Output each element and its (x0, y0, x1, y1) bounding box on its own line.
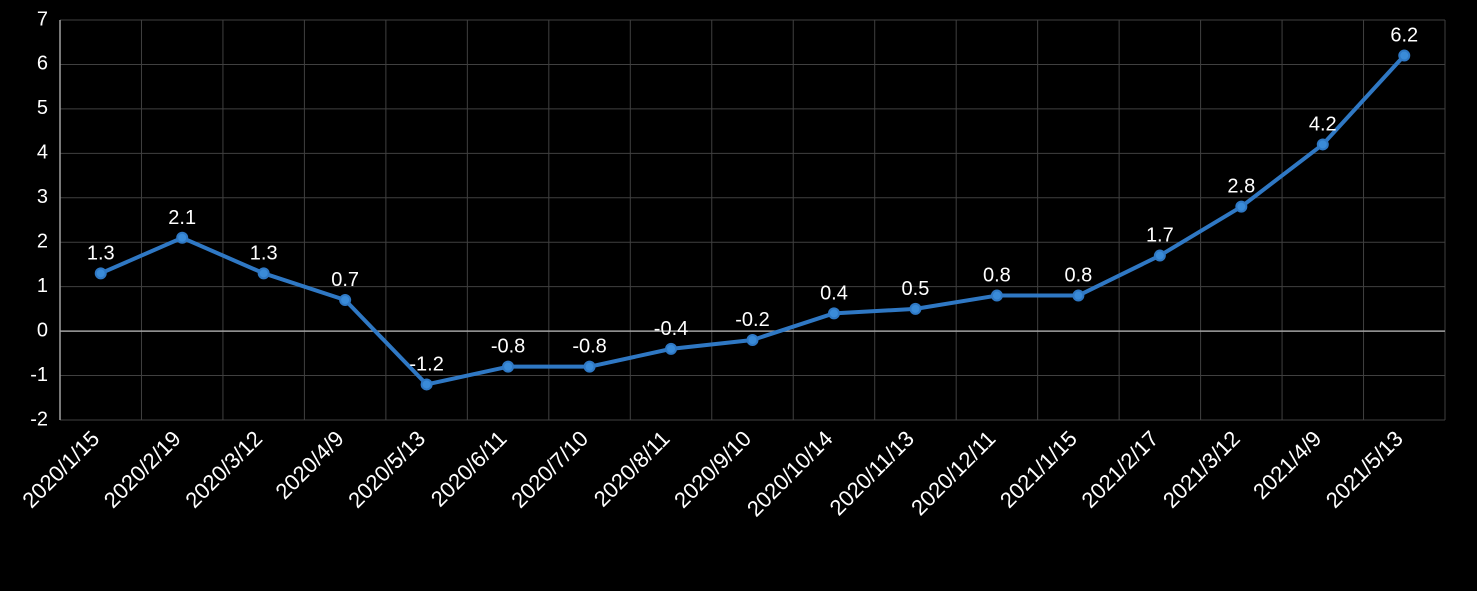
data-marker (177, 233, 187, 243)
data-marker (96, 268, 106, 278)
data-marker (910, 304, 920, 314)
y-tick-label: 2 (37, 231, 48, 253)
data-label: 0.7 (331, 269, 359, 291)
data-marker (666, 344, 676, 354)
data-label: 1.3 (87, 242, 115, 264)
x-label: 2020/7/10 (506, 426, 593, 513)
x-label: 2020/3/12 (180, 426, 267, 513)
data-label: 6.2 (1390, 25, 1418, 47)
data-marker (1318, 139, 1328, 149)
data-label: 2.1 (168, 207, 196, 229)
data-marker (829, 308, 839, 318)
line-chart: -2 -1 0 1 2 3 4 5 6 7 1.3 2.1 1.3 0.7 -1.2 -0.8 -0.8 -0.4… (0, 0, 1477, 591)
data-marker (992, 291, 1002, 301)
data-marker (340, 295, 350, 305)
chart-svg: -2 -1 0 1 2 3 4 5 6 7 1.3 2.1 1.3 0.7 -1.2 -0.8 -0.8 -0.4… (0, 0, 1477, 591)
data-label: -1.2 (409, 353, 443, 375)
x-label: 2021/4/9 (1248, 426, 1326, 504)
y-tick-label: 1 (37, 275, 48, 297)
data-marker (748, 335, 758, 345)
x-label: 2020/9/10 (669, 426, 756, 513)
data-label: 0.8 (1064, 265, 1092, 287)
y-tick-label: 6 (37, 53, 48, 75)
data-marker (585, 362, 595, 372)
x-label: 2021/3/12 (1158, 426, 1245, 513)
y-tick-label: -2 (30, 408, 48, 430)
data-label: 0.8 (983, 265, 1011, 287)
markers (96, 51, 1410, 390)
data-label: 2.8 (1227, 176, 1255, 198)
data-marker (1073, 291, 1083, 301)
grid (60, 20, 1445, 420)
data-marker (259, 268, 269, 278)
y-tick-label: 7 (37, 8, 48, 30)
y-tick-label: 5 (37, 97, 48, 119)
data-label: -0.4 (654, 318, 688, 340)
data-label: -0.8 (491, 336, 525, 358)
data-label: 0.4 (820, 282, 848, 304)
data-label: 4.2 (1309, 113, 1337, 135)
y-tick-labels: -2 -1 0 1 2 3 4 5 6 7 (30, 8, 48, 430)
x-label: 2020/10/14 (742, 426, 838, 522)
x-label: 2020/8/11 (589, 426, 675, 512)
data-label: 1.3 (250, 242, 278, 264)
x-label: 2021/2/17 (1077, 426, 1164, 513)
x-label: 2021/5/13 (1321, 426, 1408, 513)
y-tick-label: 0 (37, 319, 48, 341)
data-marker (1155, 251, 1165, 261)
data-marker (1236, 202, 1246, 212)
data-label: -0.8 (572, 336, 606, 358)
data-labels: 1.3 2.1 1.3 0.7 -1.2 -0.8 -0.8 -0.4 -0.2 0.4 0.5 0.… (87, 25, 1418, 376)
y-tick-label: 3 (37, 186, 48, 208)
x-label: 2020/11/13 (825, 426, 919, 520)
x-label: 2020/4/9 (270, 426, 348, 504)
data-label: 1.7 (1146, 225, 1174, 247)
x-label: 2020/6/11 (426, 426, 512, 512)
x-label: 2021/1/15 (995, 426, 1082, 513)
data-marker (503, 362, 513, 372)
y-tick-label: -1 (30, 364, 48, 386)
x-labels: 2020/1/152020/2/192020/3/122020/4/92020/… (17, 426, 1407, 522)
data-marker (1399, 51, 1409, 61)
data-label: -0.2 (735, 309, 769, 331)
y-tick-label: 4 (37, 142, 48, 164)
x-label: 2020/5/13 (343, 426, 430, 513)
data-marker (422, 379, 432, 389)
x-label: 2020/12/11 (906, 426, 1000, 520)
x-label: 2020/2/19 (99, 426, 186, 513)
x-label: 2020/1/15 (17, 426, 104, 513)
data-label: 0.5 (902, 278, 930, 300)
